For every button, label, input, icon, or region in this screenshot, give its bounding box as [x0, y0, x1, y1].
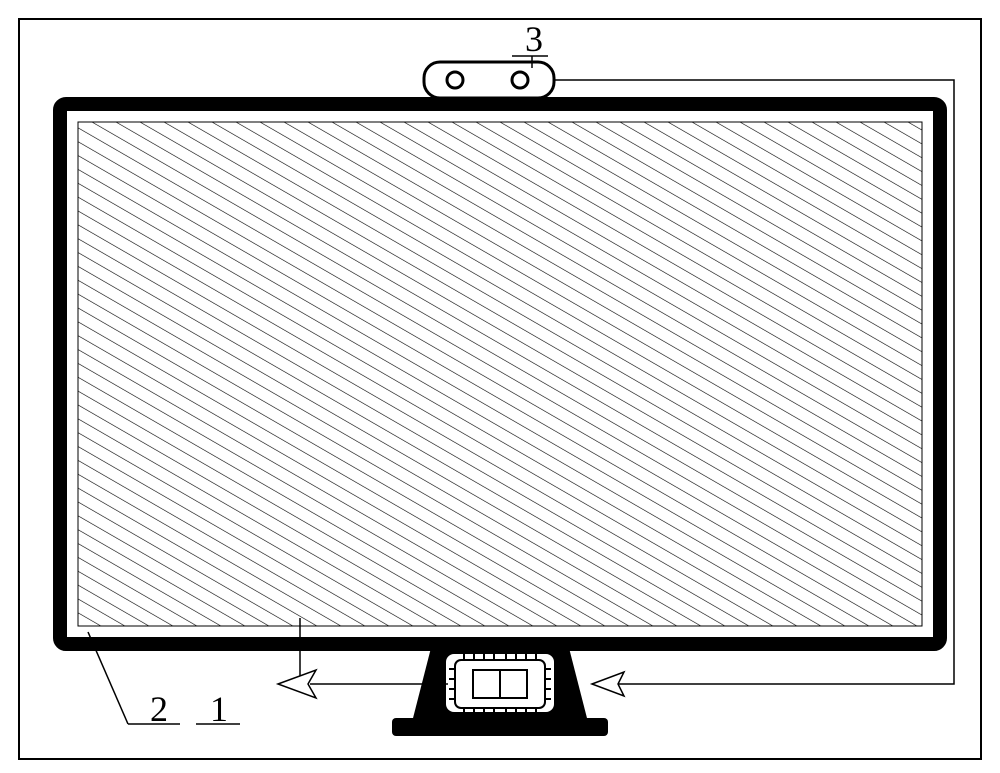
diagram-svg — [0, 0, 1000, 773]
label-1: 1 — [210, 688, 228, 730]
camera-module — [424, 62, 554, 98]
label-2: 2 — [150, 688, 168, 730]
camera-lens-left — [447, 72, 463, 88]
chip — [449, 654, 551, 714]
monitor-screen — [78, 122, 922, 626]
monitor — [60, 104, 940, 644]
camera-lens-right — [512, 72, 528, 88]
label-3: 3 — [525, 18, 543, 60]
